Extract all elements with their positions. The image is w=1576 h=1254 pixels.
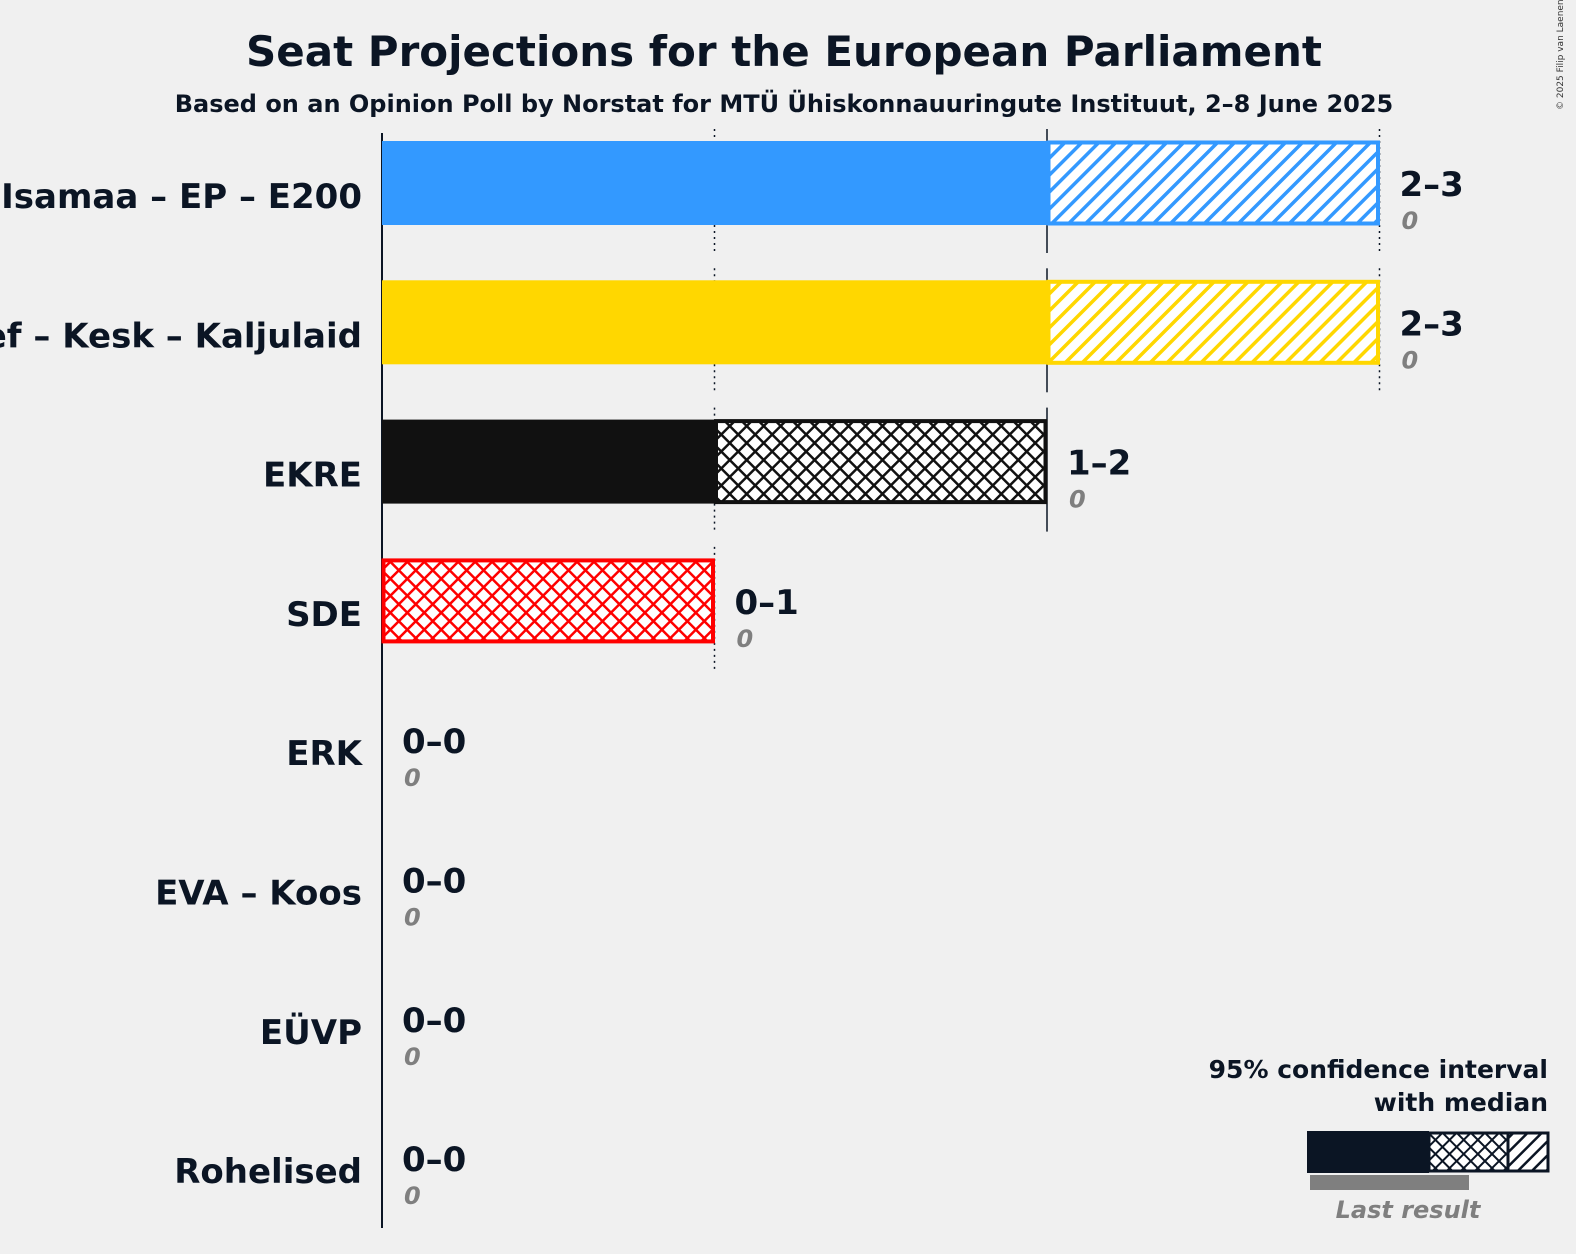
bar-median <box>382 419 715 504</box>
range-label: 0–1 <box>735 583 799 623</box>
legend-ci-lower-swatch <box>1427 1131 1510 1173</box>
legend-last-result-swatch <box>1310 1175 1469 1190</box>
legend-median-swatch <box>1307 1131 1429 1173</box>
range-label: 0–0 <box>402 1140 466 1180</box>
last-result-label: 0 <box>737 625 754 653</box>
legend: 95% confidence interval with median Last… <box>1209 1055 1550 1224</box>
bars <box>381 140 1380 644</box>
range-label: 2–3 <box>1400 304 1464 344</box>
last-result-label: 0 <box>1402 346 1419 374</box>
chart-title: Seat Projections for the European Parlia… <box>246 27 1322 76</box>
legend-title-line1: 95% confidence interval <box>1209 1055 1548 1084</box>
category-label: Rohelised <box>174 1152 362 1192</box>
last-result-label: 0 <box>404 764 421 792</box>
bar-ci <box>1046 279 1380 365</box>
bar-ci <box>381 558 715 644</box>
last-result-label: 0 <box>404 904 421 932</box>
category-label: Isamaa – EP – E200 <box>1 177 362 217</box>
legend-title-line2: with median <box>1374 1088 1548 1117</box>
range-label: 1–2 <box>1067 444 1131 484</box>
last-result-label: 0 <box>404 1182 421 1210</box>
last-result-label: 0 <box>1069 486 1086 514</box>
range-label: 0–0 <box>402 722 466 762</box>
chart-subtitle: Based on an Opinion Poll by Norstat for … <box>175 88 1394 118</box>
legend-last-result-label: Last result <box>1336 1196 1482 1224</box>
last-result-label: 0 <box>404 1043 421 1071</box>
category-label: SDE <box>286 595 362 635</box>
category-label: ERK <box>286 734 363 774</box>
legend-ci-upper-swatch <box>1506 1131 1550 1173</box>
bar-ci <box>1046 140 1380 226</box>
category-label: EÜVP <box>260 1012 362 1053</box>
category-label: Ref – Kesk – Kaljulaid <box>0 316 362 356</box>
bar-median <box>382 280 1047 365</box>
last-result-label: 0 <box>1402 207 1419 235</box>
bar-median <box>382 141 1047 225</box>
copyright-note: © 2025 Filip van Laenen <box>1556 0 1566 110</box>
range-label: 2–3 <box>1400 165 1464 205</box>
range-label: 0–0 <box>402 1001 466 1041</box>
category-label: EKRE <box>263 456 362 496</box>
category-label: EVA – Koos <box>155 874 362 914</box>
range-label: 0–0 <box>402 862 466 902</box>
bar-ci <box>714 419 1048 505</box>
